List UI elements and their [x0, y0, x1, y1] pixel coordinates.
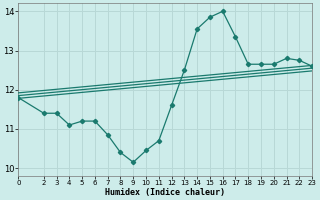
X-axis label: Humidex (Indice chaleur): Humidex (Indice chaleur): [105, 188, 225, 197]
